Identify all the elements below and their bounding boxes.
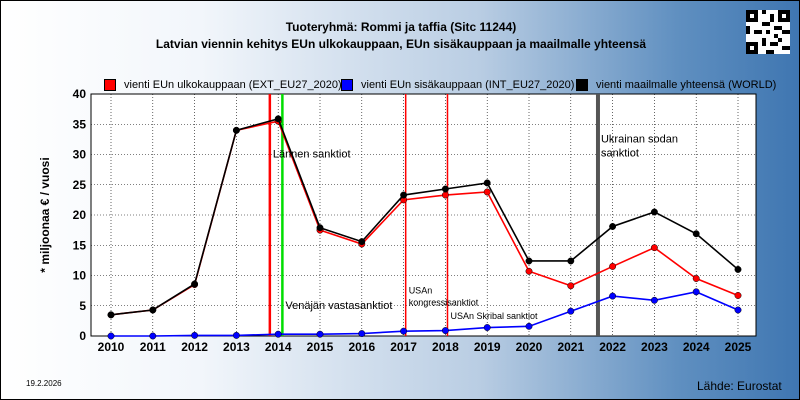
y-tick-label: 25 xyxy=(73,178,87,192)
data-point xyxy=(441,185,449,193)
annotation-label: Lännen sanktiot xyxy=(273,149,351,161)
x-tick-label: 2013 xyxy=(223,340,250,354)
data-point xyxy=(441,191,449,199)
x-tick-label: 2016 xyxy=(348,340,375,354)
data-point xyxy=(400,327,408,335)
x-tick-label: 2015 xyxy=(307,340,334,354)
x-tick-label: 2023 xyxy=(641,340,668,354)
y-tick-label: 0 xyxy=(79,329,86,343)
annotation-label-line: Venäjän vastasanktiot xyxy=(285,300,392,312)
data-point xyxy=(525,257,533,265)
data-point xyxy=(316,330,324,338)
data-point xyxy=(525,322,533,330)
legend-label: vienti EUn ulkokauppaan (EXT_EU27_2020) xyxy=(124,79,342,91)
y-axis-label: * miljoonaa € / vuosi xyxy=(38,157,52,272)
data-point xyxy=(149,332,157,340)
data-point xyxy=(734,306,742,314)
annotation-label-line: kongressisanktiot xyxy=(409,298,479,308)
legend-swatch xyxy=(576,79,588,91)
legend-label: vienti maailmalle yhteensä (WORLD) xyxy=(596,79,777,91)
x-tick-label: 2018 xyxy=(432,340,459,354)
x-tick-label: 2024 xyxy=(683,340,710,354)
data-point xyxy=(734,266,742,273)
x-tick-label: 2019 xyxy=(474,340,501,354)
legend-label: vienti EUn sisäkauppaan (INT_EU27_2020) xyxy=(361,79,575,91)
legend: vienti EUn ulkokauppaan (EXT_EU27_2020) v… xyxy=(1,79,799,95)
x-tick-label: 2022 xyxy=(599,340,626,354)
data-point xyxy=(650,296,658,304)
data-point xyxy=(107,332,115,340)
x-tick-label: 2017 xyxy=(390,340,417,354)
data-point xyxy=(650,208,658,216)
y-tick-label: 20 xyxy=(73,208,87,222)
x-tick-label: 2020 xyxy=(516,340,543,354)
legend-item: vienti EUn sisäkauppaan (INT_EU27_2020) xyxy=(341,79,574,91)
data-point xyxy=(483,179,491,187)
data-point xyxy=(400,191,408,199)
legend-item: vienti EUn ulkokauppaan (EXT_EU27_2020) xyxy=(104,79,342,91)
legend-swatch xyxy=(341,79,353,91)
y-tick-label: 35 xyxy=(73,117,87,131)
qr-code-icon xyxy=(746,10,790,54)
date-label: 19.2.2026 xyxy=(26,379,62,388)
data-point xyxy=(316,224,324,232)
legend-item: vienti maailmalle yhteensä (WORLD) xyxy=(576,79,776,91)
data-point xyxy=(232,331,240,339)
data-point xyxy=(358,238,366,246)
series-line xyxy=(111,291,739,337)
legend-swatch xyxy=(104,79,116,91)
annotation-label: Ukrainan sodan sanktiot xyxy=(601,133,678,159)
annotation-label: USAn kongressisanktiot xyxy=(409,286,479,308)
data-point xyxy=(191,331,199,339)
data-point xyxy=(650,244,658,252)
chart-title: Tuoteryhmä: Rommi ja taffia (Sitc 11244) xyxy=(285,20,517,34)
data-point xyxy=(191,280,199,288)
x-tick-label: 2012 xyxy=(181,340,208,354)
series-line xyxy=(110,117,739,316)
chart-subtitle: Latvian viennin kehitys EUn ulkokauppaan… xyxy=(155,37,647,51)
source-label: Lähde: Eurostat xyxy=(697,379,782,393)
y-tick-label: 30 xyxy=(73,148,87,162)
data-point xyxy=(274,115,282,123)
data-point xyxy=(567,282,575,290)
data-point xyxy=(692,275,700,282)
annotation-label: Venäjän vastasanktiot xyxy=(285,300,392,312)
data-point xyxy=(483,188,491,196)
data-point xyxy=(609,223,617,230)
data-point xyxy=(483,324,491,331)
data-point xyxy=(609,262,617,270)
data-point xyxy=(567,257,575,265)
data-point xyxy=(107,311,115,319)
data-point xyxy=(692,230,700,238)
data-point xyxy=(232,126,240,134)
data-point xyxy=(441,327,449,335)
annotation-label-line: USAn xyxy=(409,286,433,296)
annotation-label: USAn Skribal sanktiot xyxy=(450,311,538,321)
annotation-label-line: USAn Skribal sanktiot xyxy=(450,311,538,321)
y-tick-label: 15 xyxy=(73,238,87,252)
y-tick-label: 5 xyxy=(79,299,86,313)
data-point xyxy=(525,267,533,275)
x-tick-label: 2011 xyxy=(140,340,166,354)
annotation-label-line: Lännen sanktiot xyxy=(273,149,351,161)
data-point xyxy=(149,306,157,314)
annotation-label-line: Ukrainan sodan xyxy=(601,133,678,145)
x-tick-label: 2010 xyxy=(98,340,125,354)
x-tick-label: 2021 xyxy=(557,340,584,354)
annotation-label-line: sanktiot xyxy=(601,147,639,159)
x-tick-label: 2014 xyxy=(265,340,292,354)
data-point xyxy=(358,330,366,338)
data-point xyxy=(734,292,742,299)
data-point xyxy=(609,292,617,300)
data-point xyxy=(692,288,700,296)
x-tick-label: 2025 xyxy=(725,340,752,354)
y-tick-label: 40 xyxy=(73,87,87,101)
data-point xyxy=(567,307,575,315)
y-tick-label: 10 xyxy=(73,269,87,283)
data-point xyxy=(274,330,282,338)
